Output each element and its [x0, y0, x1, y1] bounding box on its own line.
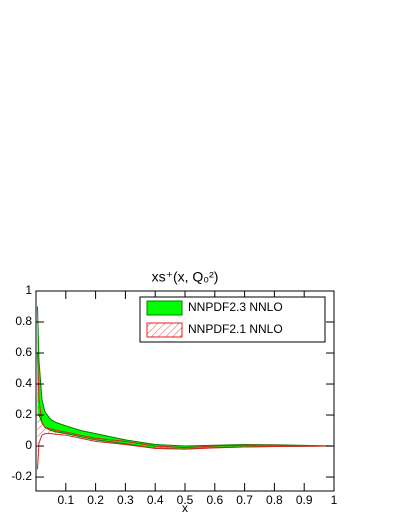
x-tick-label: 0.1: [57, 493, 74, 507]
y-tick-label: 0.8: [15, 314, 32, 328]
x-tick-label: 1: [331, 493, 338, 507]
band: [37, 353, 335, 470]
legend-swatch: [146, 300, 183, 316]
x-tick-label: 0.6: [206, 493, 223, 507]
y-tick-label: 0.2: [15, 407, 32, 421]
x-tick-label: 0.5: [177, 493, 194, 507]
y-tick-label: 0.4: [15, 376, 32, 390]
x-axis-label: x: [182, 501, 188, 515]
y-tick-label: 0.6: [15, 345, 32, 359]
y-tick-label: 1: [25, 283, 32, 297]
legend-label: NNPDF2.3 NNLO: [188, 300, 283, 314]
x-tick-label: 0.9: [296, 493, 313, 507]
x-tick-label: 0.3: [117, 493, 134, 507]
band-upper-edge: [36, 306, 335, 447]
x-tick-label: 0.2: [87, 493, 104, 507]
band-upper-edge: [36, 352, 335, 449]
band-lower-edge: [36, 433, 335, 470]
y-tick-label: -0.2: [11, 469, 32, 483]
y-tick-label: 0: [25, 438, 32, 452]
legend-swatch: [146, 322, 183, 338]
x-tick-label: 0.7: [236, 493, 253, 507]
x-tick-label: 0.4: [147, 493, 164, 507]
x-tick-label: 0.8: [266, 493, 283, 507]
legend-label: NNPDF2.1 NNLO: [188, 322, 283, 336]
chart-title: xs⁺(x, Q₀²): [152, 269, 219, 285]
